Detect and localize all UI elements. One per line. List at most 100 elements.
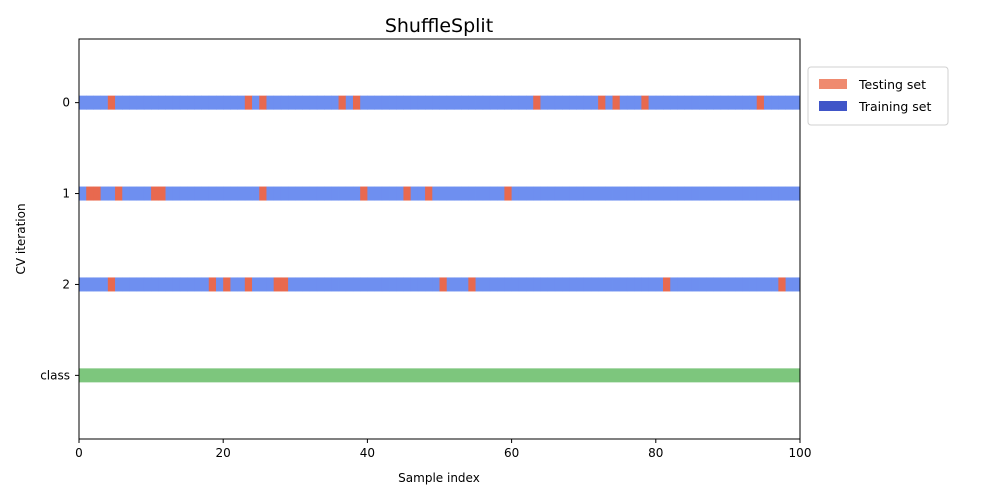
training-sample-bar (115, 277, 123, 292)
training-sample-bar (187, 277, 195, 292)
training-sample-bar (583, 95, 592, 110)
plot-area (79, 95, 801, 383)
training-sample-bar (641, 186, 649, 201)
testing-sample-bar (439, 277, 448, 292)
training-sample-bar (727, 95, 736, 110)
training-sample-bar (367, 277, 376, 292)
training-sample-bar (547, 277, 556, 292)
training-sample-bar (533, 277, 541, 292)
training-sample-bar (569, 186, 577, 201)
y-tick-label: 0 (62, 96, 70, 110)
training-sample-bar (663, 95, 671, 110)
training-sample-bar (309, 186, 318, 201)
x-axis-label: Sample index (398, 471, 480, 485)
training-sample-bar (352, 186, 361, 201)
training-sample-bar (497, 277, 505, 292)
training-sample-bar (331, 277, 339, 292)
training-sample-bar (583, 186, 592, 201)
training-sample-bar (194, 95, 202, 110)
training-sample-bar (684, 277, 693, 292)
training-sample-bar (461, 95, 469, 110)
training-sample-bar (295, 277, 303, 292)
training-sample-bar (511, 186, 520, 201)
training-sample-bar (626, 95, 635, 110)
training-sample-bar (237, 277, 246, 292)
training-sample-bar (396, 95, 404, 110)
legend-swatch-training (819, 101, 847, 111)
chart-title: ShuffleSplit (385, 15, 493, 37)
training-sample-bar (446, 95, 455, 110)
testing-sample-bar (273, 277, 282, 292)
training-sample-bar (389, 95, 397, 110)
training-sample-bar (86, 95, 94, 110)
training-sample-bar (165, 186, 174, 201)
training-sample-bar (446, 277, 455, 292)
training-sample-bar (79, 186, 87, 201)
testing-sample-bar (468, 277, 476, 292)
training-sample-bar (288, 95, 296, 110)
training-sample-bar (720, 95, 729, 110)
training-sample-bar (389, 277, 397, 292)
training-sample-bar (410, 186, 419, 201)
training-sample-bar (201, 277, 210, 292)
training-sample-bar (280, 95, 289, 110)
training-sample-bar (165, 277, 174, 292)
training-sample-bar (735, 277, 743, 292)
training-sample-bar (93, 277, 102, 292)
training-sample-bar (417, 95, 426, 110)
training-sample-bar (713, 186, 722, 201)
training-sample-bar (540, 277, 549, 292)
testing-sample-bar (223, 277, 231, 292)
training-sample-bar (468, 186, 476, 201)
training-sample-bar (136, 186, 145, 201)
training-sample-bar (360, 95, 368, 110)
training-sample-bar (244, 186, 253, 201)
training-sample-bar (699, 277, 707, 292)
training-sample-bar (194, 277, 202, 292)
training-sample-bar (288, 186, 296, 201)
training-sample-bar (684, 186, 693, 201)
cv-row-2 (79, 277, 801, 292)
training-sample-bar (655, 186, 664, 201)
training-sample-bar (302, 186, 311, 201)
training-sample-bar (381, 186, 390, 201)
testing-sample-bar (338, 95, 347, 110)
training-sample-bar (554, 277, 563, 292)
training-sample-bar (381, 277, 390, 292)
training-sample-bar (648, 95, 657, 110)
training-sample-bar (345, 95, 354, 110)
training-sample-bar (439, 186, 448, 201)
training-sample-bar (288, 277, 296, 292)
training-sample-bar (324, 186, 332, 201)
training-sample-bar (151, 95, 159, 110)
training-sample-bar (670, 277, 678, 292)
training-sample-bar (771, 95, 779, 110)
training-sample-bar (367, 186, 376, 201)
testing-sample-bar (533, 95, 541, 110)
training-sample-bar (129, 277, 138, 292)
training-sample-bar (713, 277, 722, 292)
training-sample-bar (165, 95, 174, 110)
training-sample-bar (792, 95, 801, 110)
training-sample-bar (468, 95, 476, 110)
training-sample-bar (396, 277, 404, 292)
training-sample-bar (778, 186, 786, 201)
training-sample-bar (677, 277, 686, 292)
y-axis: 0 1 2 class (40, 96, 79, 382)
training-sample-bar (634, 95, 642, 110)
training-sample-bar (129, 95, 138, 110)
training-sample-bar (526, 95, 534, 110)
training-sample-bar (172, 277, 181, 292)
training-sample-bar (742, 95, 750, 110)
training-sample-bar (453, 186, 462, 201)
training-sample-bar (742, 186, 750, 201)
training-sample-bar (237, 95, 246, 110)
training-sample-bar (230, 95, 239, 110)
testing-sample-bar (403, 186, 412, 201)
training-sample-bar (215, 95, 224, 110)
training-sample-bar (482, 277, 491, 292)
training-sample-bar (158, 277, 166, 292)
training-sample-bar (699, 186, 707, 201)
training-sample-bar (280, 186, 289, 201)
training-sample-bar (403, 277, 412, 292)
